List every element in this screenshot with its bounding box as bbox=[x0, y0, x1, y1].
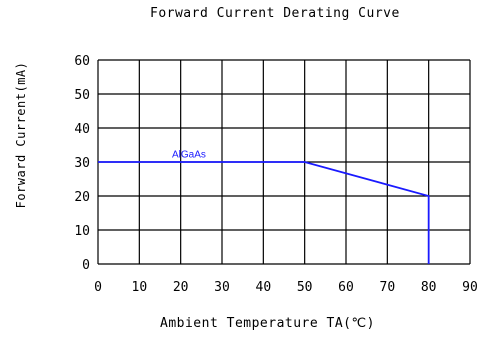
x-tick-label: 30 bbox=[214, 280, 230, 295]
x-tick-label: 40 bbox=[256, 280, 272, 295]
x-tick-label: 80 bbox=[421, 280, 437, 295]
x-tick-label: 90 bbox=[462, 280, 478, 295]
y-tick-label: 60 bbox=[74, 54, 90, 69]
y-tick-label: 40 bbox=[74, 122, 90, 137]
x-tick-label: 50 bbox=[297, 280, 313, 295]
y-tick-label: 30 bbox=[74, 156, 90, 171]
y-tick-label: 0 bbox=[82, 258, 90, 273]
tick-layer: 0 10 20 30 40 50 60 70 80 90 0 10 20 30 40 50 60 bbox=[74, 54, 477, 295]
x-axis-label: Ambient Temperature TA(℃) bbox=[160, 316, 375, 331]
chart-title: Forward Current Derating Curve bbox=[150, 6, 400, 21]
series-annotation: AlGaAs bbox=[172, 150, 206, 161]
series-line-algaas bbox=[98, 161, 430, 264]
x-tick-label: 60 bbox=[338, 280, 354, 295]
annotation-layer: AlGaAs bbox=[172, 150, 206, 161]
x-tick-label: 0 bbox=[94, 280, 102, 295]
x-tick-label: 70 bbox=[380, 280, 396, 295]
x-tick-label: 10 bbox=[132, 280, 148, 295]
series-layer bbox=[98, 161, 430, 264]
x-tick-label: 20 bbox=[173, 280, 189, 295]
y-tick-label: 10 bbox=[74, 224, 90, 239]
y-tick-label: 50 bbox=[74, 88, 90, 103]
y-tick-label: 20 bbox=[74, 190, 90, 205]
